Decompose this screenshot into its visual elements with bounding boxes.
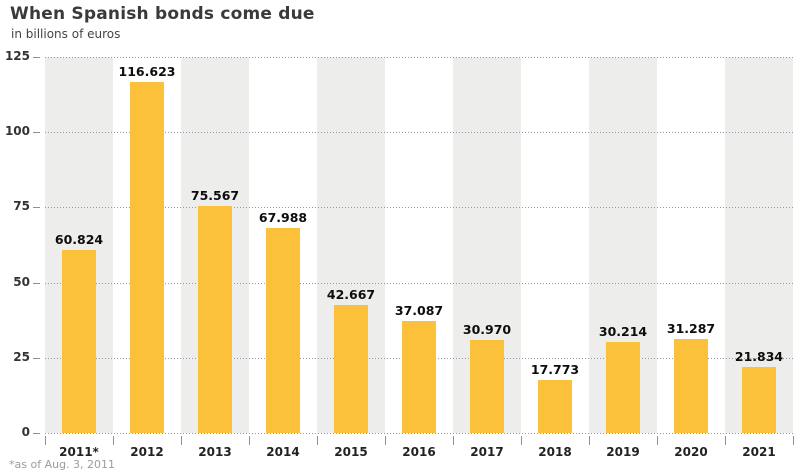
y-axis-tick (33, 57, 40, 58)
x-axis-tick (385, 436, 386, 445)
chart-footnote: *as of Aug. 3, 2011 (9, 458, 116, 471)
x-axis-tick (317, 436, 318, 445)
y-axis-tick-label: 0 (21, 425, 30, 439)
chart-title: When Spanish bonds come due (10, 4, 315, 24)
x-axis-tick (249, 436, 250, 445)
bar-value-label: 31.287 (666, 321, 716, 336)
plot-area: 60.824 116.623 75.567 67.988 42.667 37.087 30.… (45, 57, 793, 434)
bar-value-label: 67.988 (258, 210, 308, 225)
bar (674, 339, 708, 433)
gridline (45, 282, 793, 284)
x-axis-category-label: 2014 (266, 445, 300, 459)
y-axis-tick-label: 50 (13, 274, 30, 289)
y-axis-tick-label: 75 (13, 199, 30, 214)
x-axis-category-label: 2017 (470, 445, 504, 459)
x-axis-tick (45, 436, 46, 445)
x-axis-category-label: 2021 (742, 445, 776, 459)
bar (742, 367, 776, 433)
gridline (45, 57, 793, 58)
gridline (45, 132, 793, 134)
bar-value-label: 75.567 (190, 188, 240, 203)
y-axis-tick-label: 125 (4, 49, 30, 63)
bar-value-label: 60.824 (54, 232, 104, 247)
bar (198, 206, 232, 433)
bar-value-label: 21.834 (734, 349, 784, 364)
x-axis-tick (181, 436, 182, 445)
y-axis-tick-label: 100 (4, 124, 30, 139)
y-axis-tick (33, 132, 40, 134)
gridline (45, 433, 793, 434)
x-axis-tick (725, 436, 726, 445)
x-axis-category-label: 2015 (334, 445, 368, 459)
x-axis-tick (521, 436, 522, 445)
y-axis-tick-label: 25 (13, 349, 30, 364)
bar-value-label: 30.970 (462, 322, 512, 337)
x-axis-category-label: 2016 (402, 445, 436, 459)
bar (62, 250, 96, 433)
x-axis-tick (589, 436, 590, 445)
bar (266, 228, 300, 433)
bar-value-label: 37.087 (394, 303, 444, 318)
x-axis-category-label: 2013 (198, 445, 232, 459)
bar (402, 321, 436, 433)
bar (606, 342, 640, 433)
x-axis-category-label: 2018 (538, 445, 572, 459)
x-axis-tick (453, 436, 454, 445)
gridline (45, 207, 793, 209)
x-axis-category-label: 2020 (674, 445, 708, 459)
bar (334, 305, 368, 433)
x-axis-tick (113, 436, 114, 445)
bar (538, 380, 572, 433)
y-axis-tick (33, 357, 40, 359)
y-axis-tick (33, 207, 40, 209)
x-axis-tick (793, 436, 794, 445)
x-axis-category-label: 2019 (606, 445, 640, 459)
bar-value-label: 30.214 (598, 324, 648, 339)
x-axis-category-label: 2012 (130, 445, 164, 459)
bar-value-label: 17.773 (530, 362, 580, 377)
bar-value-label: 42.667 (326, 287, 376, 302)
bar-value-label: 116.623 (118, 64, 176, 79)
x-axis-tick (657, 436, 658, 445)
y-axis-tick (33, 433, 40, 434)
bar (130, 82, 164, 433)
chart-subtitle: in billions of euros (11, 27, 121, 41)
x-axis-category-label: 2011* (59, 445, 99, 459)
bar (470, 340, 504, 433)
y-axis-tick (33, 282, 40, 284)
